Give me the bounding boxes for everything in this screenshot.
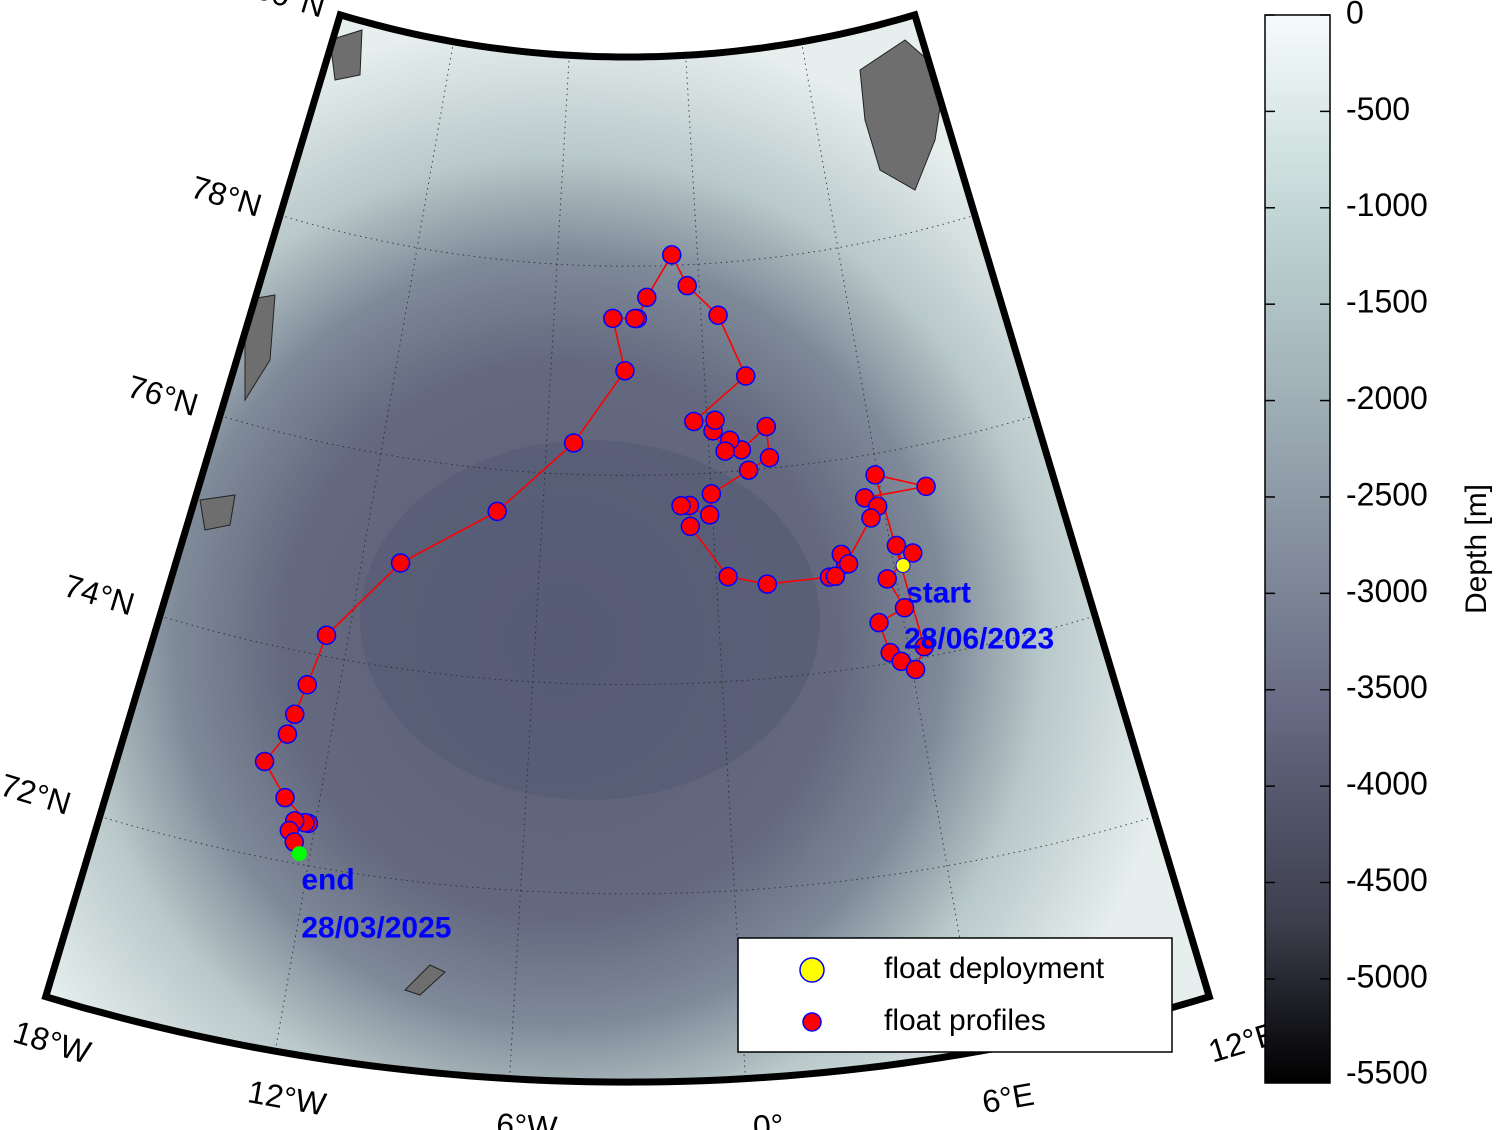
profile-marker <box>756 416 777 437</box>
profile-marker <box>905 659 926 680</box>
profile-marker <box>825 566 846 587</box>
profile-marker <box>680 516 701 537</box>
land <box>859 39 946 191</box>
lat-label: 72°N <box>0 767 75 822</box>
annotation: 28/06/2023 <box>904 622 1054 655</box>
lat-label: 78°N <box>187 169 266 224</box>
colorbar-tick-label: -2000 <box>1346 380 1428 416</box>
profile-marker <box>916 476 936 497</box>
colorbar: 0 -500 -1000 -1500 -2000 -2500 -3000 -3500 -4000… <box>1264 0 1493 1091</box>
profile-marker <box>285 704 305 725</box>
meridian-line <box>274 41 455 1052</box>
parallel-line <box>99 815 1156 895</box>
legend-label: float deployment <box>884 952 1105 985</box>
profile-marker <box>277 724 298 744</box>
land <box>244 294 276 402</box>
land <box>329 29 363 81</box>
profile-marker <box>661 245 682 265</box>
lon-label: 0° <box>752 1107 785 1130</box>
colorbar-tick-label: -500 <box>1346 91 1410 127</box>
lon-label: 6°E <box>979 1076 1036 1120</box>
profile-marker <box>708 305 728 325</box>
colorbar-tick-label: -3000 <box>1346 573 1428 609</box>
profile-marker <box>677 275 697 296</box>
deployment-marker <box>895 558 911 574</box>
annotation: end <box>301 864 354 897</box>
profile-marker <box>615 361 635 381</box>
colorbar-tick-label: -4000 <box>1346 766 1428 802</box>
profile-marker <box>684 411 704 432</box>
parallel-line <box>159 615 1096 686</box>
basin-shade <box>360 440 820 800</box>
colorbar-tick-label: -5000 <box>1346 958 1428 994</box>
lon-label: 12°W <box>245 1073 329 1122</box>
profile-marker <box>759 448 780 468</box>
lat-label: 80°N <box>251 0 330 24</box>
land <box>404 964 446 996</box>
parallel-line <box>279 214 976 267</box>
profile-marker <box>735 366 756 386</box>
profile-marker <box>254 751 275 772</box>
profile-marker <box>487 501 507 522</box>
colorbar-label: Depth [m] <box>1460 484 1493 614</box>
meridian-line <box>685 55 746 1079</box>
colorbar-ramp <box>1264 14 1331 1084</box>
parallel-line <box>219 415 1036 476</box>
profile-marker <box>903 543 923 563</box>
profile-marker <box>865 465 885 485</box>
profile-marker <box>699 505 720 525</box>
lon-label: 6°W <box>495 1106 559 1130</box>
colorbar-tick-label: -3500 <box>1346 669 1428 705</box>
lon-label: 18°W <box>9 1014 95 1071</box>
profile-marker <box>869 612 889 633</box>
profile-marker <box>563 433 584 453</box>
profile-marker <box>625 308 645 329</box>
profile-marker <box>637 287 657 308</box>
profile-marker <box>715 441 735 461</box>
profile-marker <box>603 308 623 329</box>
colorbar-tick-label: -2500 <box>1346 476 1428 512</box>
colorbar-tick-label: -5500 <box>1346 1055 1428 1091</box>
end-marker <box>291 846 307 862</box>
annotation: 28/03/2025 <box>301 912 451 945</box>
profile-marker <box>877 569 897 589</box>
profile-marker <box>886 535 907 556</box>
profile-marker <box>838 554 859 574</box>
map-frame <box>41 10 1214 1086</box>
legend: float deployment float profiles <box>737 937 1173 1053</box>
meridian-line <box>509 55 570 1079</box>
profile-marker <box>275 787 295 808</box>
colorbar-tick-label: -4500 <box>1346 862 1428 898</box>
colorbar-tick-label: 0 <box>1346 0 1364 30</box>
colorbar-tick-label: -1500 <box>1346 284 1428 320</box>
lat-label: 76°N <box>123 368 202 423</box>
legend-marker <box>802 1012 822 1032</box>
profile-marker <box>894 598 915 618</box>
profile-marker <box>705 410 725 431</box>
profile-marker <box>671 496 691 516</box>
lat-label: 74°N <box>60 567 139 622</box>
legend-label: float profiles <box>884 1004 1046 1037</box>
profile-marker <box>757 574 778 594</box>
profile-marker <box>316 625 337 645</box>
annotation: start <box>906 576 971 609</box>
profile-marker <box>297 675 318 695</box>
track-line <box>263 253 927 843</box>
annotations: start 28/06/2023 end 28/03/2025 <box>301 576 1054 944</box>
profile-marker <box>738 460 759 480</box>
float-track <box>254 245 936 862</box>
legend-marker <box>799 957 825 983</box>
land <box>199 494 236 531</box>
profile-marker <box>701 484 722 504</box>
profile-marker <box>718 566 738 587</box>
profile-marker <box>390 553 411 573</box>
legend-box <box>737 937 1173 1053</box>
profile-marker <box>914 636 934 657</box>
colorbar-tick-label: -1000 <box>1346 187 1428 223</box>
profile-marker <box>861 508 881 528</box>
